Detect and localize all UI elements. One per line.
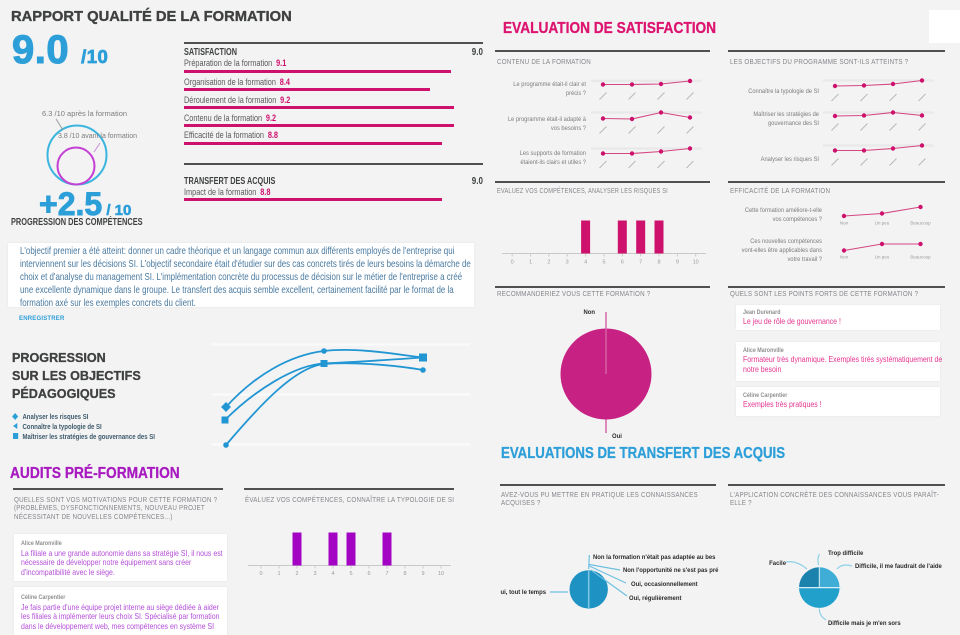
svg-text:8: 8	[403, 571, 406, 577]
svg-text:7: 7	[639, 260, 642, 266]
svg-text:3: 3	[566, 260, 569, 266]
svg-text:Un peu: Un peu	[875, 221, 890, 226]
svg-text:10: 10	[438, 571, 444, 577]
svg-text:2: 2	[295, 571, 298, 577]
svg-text:4: 4	[584, 260, 587, 266]
svg-text:4: 4	[331, 571, 334, 577]
svg-text:5: 5	[349, 571, 352, 577]
svg-text:5: 5	[602, 260, 605, 266]
svg-text:0: 0	[511, 260, 514, 266]
svg-text:Non: Non	[840, 255, 849, 260]
svg-text:9: 9	[676, 260, 679, 266]
svg-text:1: 1	[529, 260, 532, 266]
svg-text:6: 6	[367, 571, 370, 577]
svg-text:7: 7	[385, 571, 388, 577]
svg-text:9: 9	[421, 571, 424, 577]
svg-text:1: 1	[277, 571, 280, 577]
svg-text:Beaucoup: Beaucoup	[910, 221, 931, 226]
svg-text:10: 10	[693, 260, 699, 266]
svg-text:Beaucoup: Beaucoup	[910, 255, 931, 260]
svg-text:3: 3	[313, 571, 316, 577]
svg-text:Non: Non	[840, 221, 849, 226]
svg-text:6: 6	[621, 260, 624, 266]
svg-text:Un peu: Un peu	[875, 255, 890, 260]
svg-text:2: 2	[547, 260, 550, 266]
svg-text:0: 0	[259, 571, 262, 577]
svg-text:8: 8	[657, 260, 660, 266]
